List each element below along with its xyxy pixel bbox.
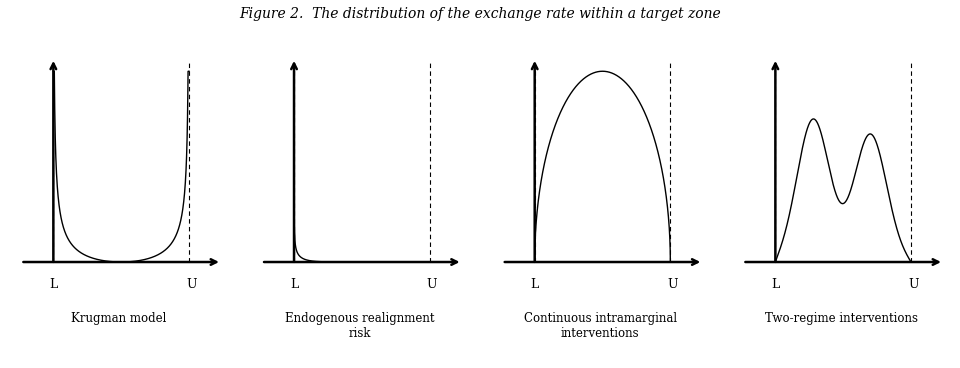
Text: L: L [771,278,780,291]
Text: U: U [908,278,919,291]
Text: Continuous intramarginal
interventions: Continuous intramarginal interventions [524,312,677,340]
Text: U: U [426,278,437,291]
Text: U: U [667,278,678,291]
Text: Figure 2.  The distribution of the exchange rate within a target zone: Figure 2. The distribution of the exchan… [239,7,721,21]
Text: Endogenous realignment
risk: Endogenous realignment risk [285,312,435,340]
Text: Krugman model: Krugman model [71,312,167,325]
Text: L: L [531,278,539,291]
Text: L: L [49,278,58,291]
Text: U: U [186,278,197,291]
Text: L: L [290,278,299,291]
Text: Two-regime interventions: Two-regime interventions [764,312,918,325]
